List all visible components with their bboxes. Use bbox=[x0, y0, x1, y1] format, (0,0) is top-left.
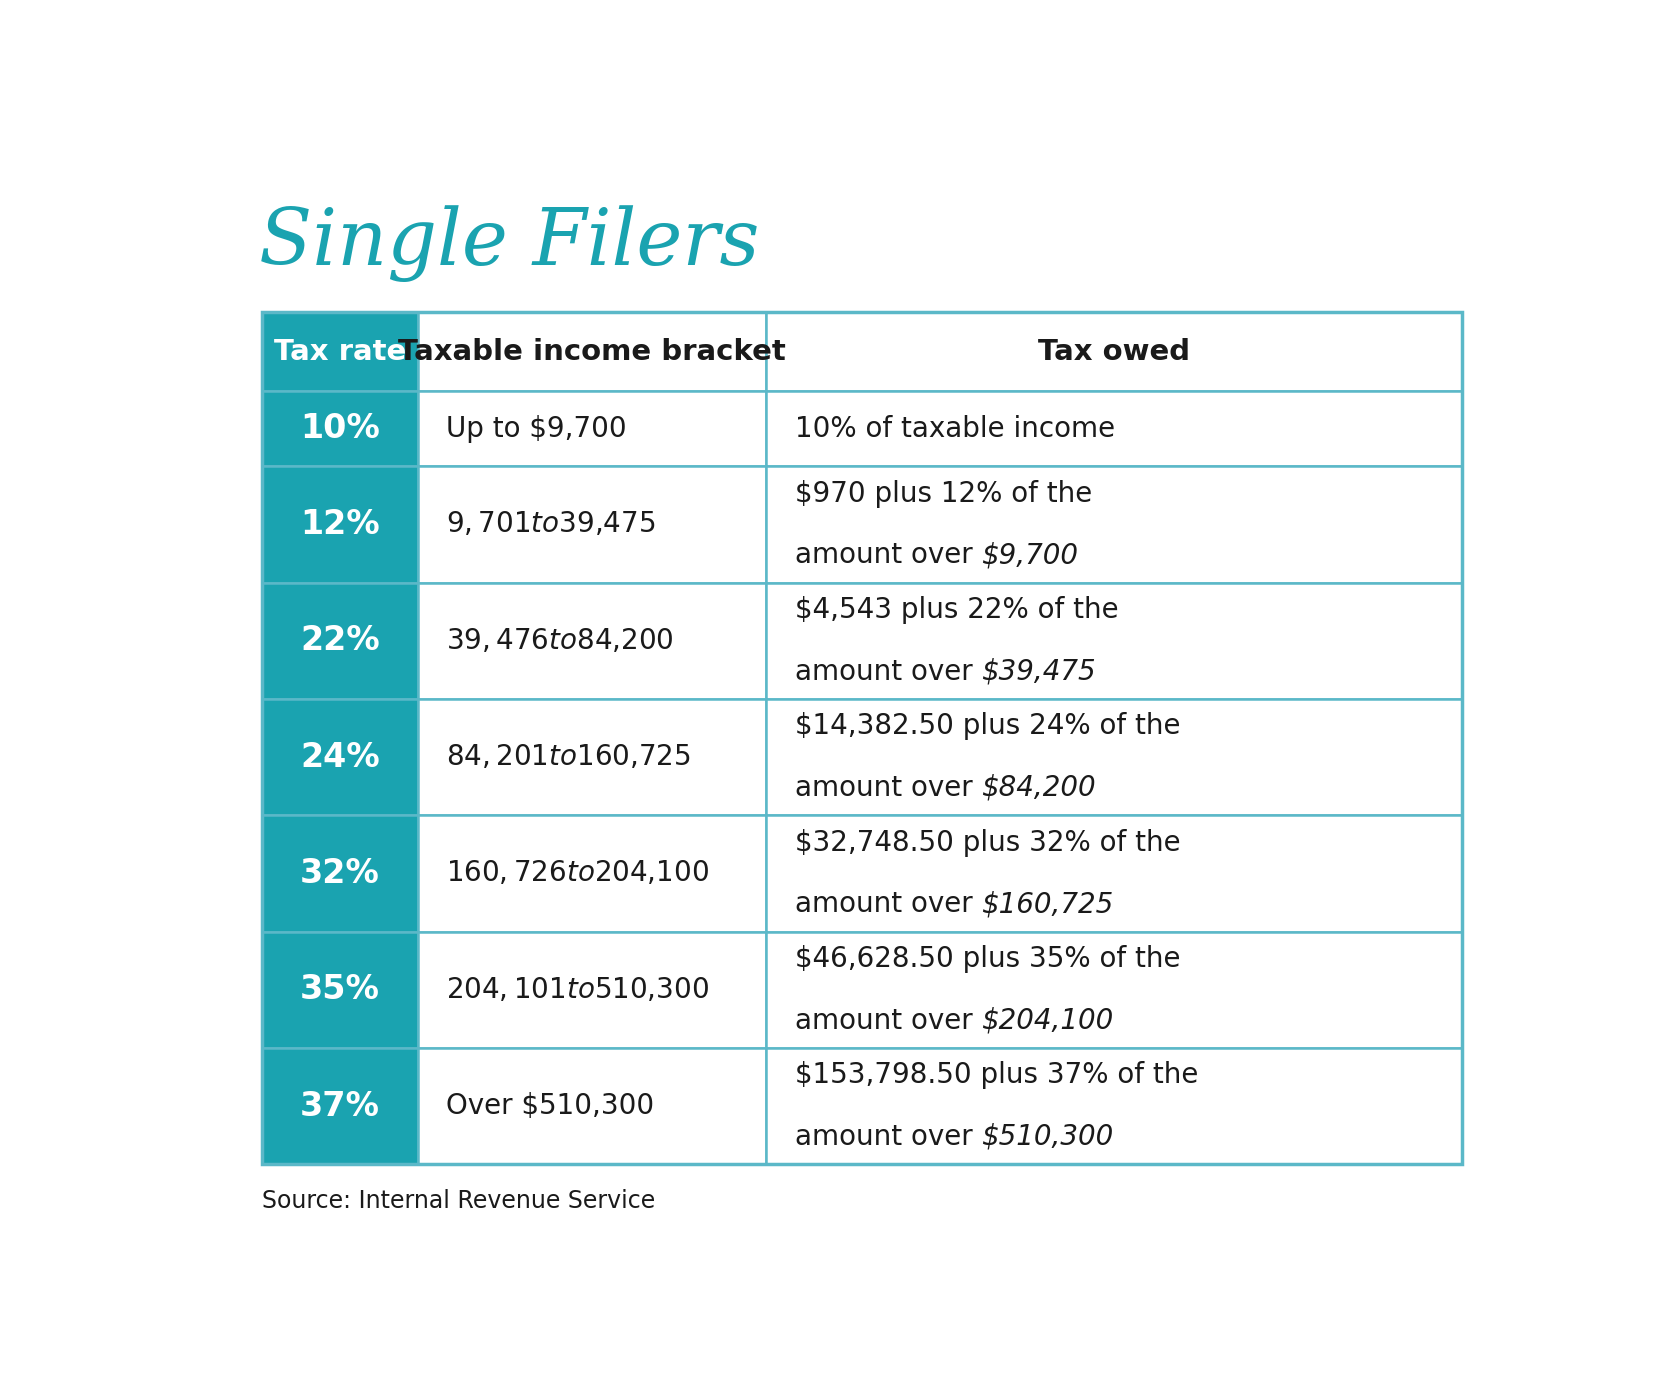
Text: Source: Internal Revenue Service: Source: Internal Revenue Service bbox=[262, 1189, 654, 1212]
Text: $84,201 to $160,725: $84,201 to $160,725 bbox=[446, 744, 691, 771]
Text: $14,382.50 plus 24% of the: $14,382.50 plus 24% of the bbox=[794, 713, 1180, 741]
Bar bbox=[418, 312, 765, 391]
Bar bbox=[765, 932, 1462, 1048]
Bar bbox=[418, 1048, 765, 1165]
Text: 12%: 12% bbox=[300, 508, 379, 541]
Bar bbox=[262, 391, 418, 466]
Bar bbox=[418, 932, 765, 1048]
Text: amount over: amount over bbox=[794, 1007, 982, 1035]
Bar bbox=[765, 699, 1462, 815]
Text: $39,476 to $84,200: $39,476 to $84,200 bbox=[446, 626, 675, 654]
Text: $160,726 to $204,100: $160,726 to $204,100 bbox=[446, 859, 710, 887]
Bar bbox=[262, 312, 1462, 1165]
Text: $204,100: $204,100 bbox=[982, 1007, 1114, 1035]
Bar bbox=[418, 466, 765, 583]
Text: 24%: 24% bbox=[300, 741, 379, 774]
Bar bbox=[262, 815, 418, 932]
Text: $204,101 to $510,300: $204,101 to $510,300 bbox=[446, 975, 710, 1004]
Bar bbox=[262, 699, 418, 815]
Text: 10% of taxable income: 10% of taxable income bbox=[794, 414, 1114, 442]
Text: $84,200: $84,200 bbox=[982, 774, 1096, 802]
Text: 32%: 32% bbox=[300, 857, 379, 890]
Bar bbox=[262, 583, 418, 699]
Text: $9,701 to $39,475: $9,701 to $39,475 bbox=[446, 511, 656, 538]
Bar bbox=[765, 312, 1462, 391]
Text: amount over: amount over bbox=[794, 774, 982, 802]
Text: 37%: 37% bbox=[300, 1089, 379, 1123]
Text: 10%: 10% bbox=[300, 413, 379, 445]
Bar bbox=[765, 466, 1462, 583]
Text: amount over: amount over bbox=[794, 541, 982, 569]
Text: amount over: amount over bbox=[794, 657, 982, 685]
Bar bbox=[418, 583, 765, 699]
Bar bbox=[262, 312, 418, 391]
Text: $510,300: $510,300 bbox=[982, 1123, 1114, 1151]
Text: Tax rate: Tax rate bbox=[274, 338, 406, 365]
Bar bbox=[765, 583, 1462, 699]
Text: $39,475: $39,475 bbox=[982, 657, 1096, 685]
Bar bbox=[418, 699, 765, 815]
Text: 35%: 35% bbox=[300, 974, 379, 1006]
Text: $32,748.50 plus 32% of the: $32,748.50 plus 32% of the bbox=[794, 829, 1180, 857]
Text: 22%: 22% bbox=[300, 624, 379, 657]
Text: amount over: amount over bbox=[794, 890, 982, 918]
Bar bbox=[765, 391, 1462, 466]
Bar bbox=[418, 815, 765, 932]
Text: Tax owed: Tax owed bbox=[1039, 338, 1190, 365]
Text: Single Filers: Single Filers bbox=[258, 205, 760, 282]
Bar bbox=[765, 1048, 1462, 1165]
Text: amount over: amount over bbox=[794, 1123, 982, 1151]
Bar bbox=[262, 1048, 418, 1165]
Text: $160,725: $160,725 bbox=[982, 890, 1114, 918]
Text: $970 plus 12% of the: $970 plus 12% of the bbox=[794, 480, 1092, 508]
Text: $153,798.50 plus 37% of the: $153,798.50 plus 37% of the bbox=[794, 1062, 1198, 1089]
Text: Up to $9,700: Up to $9,700 bbox=[446, 414, 628, 442]
Bar bbox=[262, 932, 418, 1048]
Bar bbox=[765, 815, 1462, 932]
Bar bbox=[418, 391, 765, 466]
Bar bbox=[262, 466, 418, 583]
Text: $4,543 plus 22% of the: $4,543 plus 22% of the bbox=[794, 596, 1118, 624]
Text: Taxable income bracket: Taxable income bracket bbox=[398, 338, 785, 365]
Text: Over $510,300: Over $510,300 bbox=[446, 1092, 654, 1120]
Text: $46,628.50 plus 35% of the: $46,628.50 plus 35% of the bbox=[794, 944, 1180, 972]
Text: $9,700: $9,700 bbox=[982, 541, 1079, 569]
